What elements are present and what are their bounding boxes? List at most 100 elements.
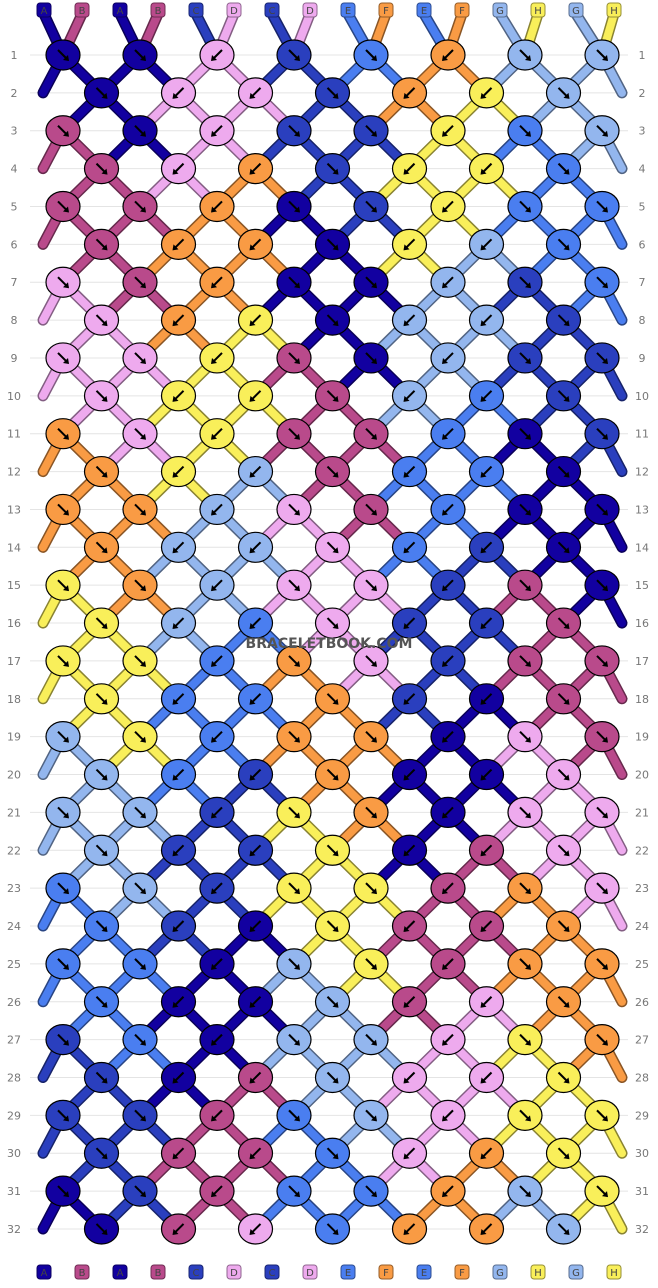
knot xyxy=(507,1099,543,1131)
knot xyxy=(237,228,274,260)
forward-arrow-icon xyxy=(365,579,377,592)
knot xyxy=(160,531,197,563)
string-label-chip xyxy=(302,1264,318,1280)
forward-arrow-icon xyxy=(557,844,570,857)
knot xyxy=(45,872,81,904)
knot xyxy=(545,1137,582,1169)
knot xyxy=(122,1175,158,1207)
knot xyxy=(314,455,351,488)
knot xyxy=(45,190,81,223)
backward-arrow-icon xyxy=(172,768,185,781)
forward-arrow-icon xyxy=(95,87,108,99)
knot xyxy=(314,1137,351,1169)
knot xyxy=(122,39,158,71)
knot xyxy=(314,607,351,639)
knot xyxy=(430,569,466,601)
string-label-chip xyxy=(416,2,432,18)
row-number-left: 15 xyxy=(7,579,21,592)
forward-arrow-icon xyxy=(134,503,146,516)
row-number-left: 17 xyxy=(7,655,21,668)
forward-arrow-icon xyxy=(596,806,608,819)
forward-arrow-icon xyxy=(57,958,69,970)
backward-arrow-icon xyxy=(249,1071,262,1084)
forward-arrow-icon xyxy=(596,655,608,667)
backward-arrow-icon xyxy=(480,844,493,857)
forward-arrow-icon xyxy=(365,49,377,61)
knot xyxy=(353,1024,389,1056)
forward-arrow-icon xyxy=(596,1185,608,1198)
knot xyxy=(468,77,505,109)
forward-arrow-icon xyxy=(365,200,377,213)
forward-arrow-icon xyxy=(557,1071,570,1084)
backward-arrow-icon xyxy=(172,844,185,857)
row-number-right: 9 xyxy=(639,352,646,365)
knot xyxy=(83,683,120,715)
forward-arrow-icon xyxy=(95,314,108,327)
forward-arrow-icon xyxy=(57,276,69,289)
knot xyxy=(430,190,466,223)
knot xyxy=(276,190,312,223)
forward-arrow-icon xyxy=(519,730,531,743)
string-label-bottom: G xyxy=(496,1268,504,1279)
forward-arrow-icon xyxy=(95,693,108,705)
forward-arrow-icon xyxy=(288,200,300,213)
knot xyxy=(122,645,158,677)
string-label-bottom: G xyxy=(572,1268,580,1279)
backward-arrow-icon xyxy=(442,1033,454,1046)
row-number-left: 31 xyxy=(7,1185,21,1198)
forward-arrow-icon xyxy=(326,238,339,251)
forward-arrow-icon xyxy=(519,503,531,516)
knot xyxy=(122,342,158,374)
forward-arrow-icon xyxy=(134,276,146,289)
knot xyxy=(314,380,351,412)
string-label-chip xyxy=(568,2,584,18)
backward-arrow-icon xyxy=(442,352,454,364)
row-number-right: 30 xyxy=(635,1147,649,1160)
row-number-right: 20 xyxy=(635,769,649,782)
string-label-top: B xyxy=(79,6,86,17)
forward-arrow-icon xyxy=(57,1109,69,1122)
knot xyxy=(45,1024,81,1056)
knot xyxy=(199,39,235,71)
forward-arrow-icon xyxy=(134,352,146,364)
backward-arrow-icon xyxy=(442,655,454,667)
row-number-right: 24 xyxy=(635,920,649,933)
string-label-chip xyxy=(188,1264,204,1280)
forward-arrow-icon xyxy=(596,200,608,213)
forward-arrow-icon xyxy=(365,125,377,137)
string-label-chip xyxy=(454,2,470,18)
knot xyxy=(276,266,312,298)
backward-arrow-icon xyxy=(172,1147,185,1160)
backward-arrow-icon xyxy=(480,693,493,705)
backward-arrow-icon xyxy=(172,1223,185,1235)
knot xyxy=(391,455,428,488)
string-label-chip xyxy=(264,1264,280,1280)
forward-arrow-icon xyxy=(365,730,377,743)
row-number-left: 25 xyxy=(7,958,21,971)
backward-arrow-icon xyxy=(480,314,493,327)
forward-arrow-icon xyxy=(57,730,69,743)
knot xyxy=(276,948,312,980)
knot xyxy=(584,39,620,71)
forward-arrow-icon xyxy=(326,920,339,933)
knot xyxy=(160,910,197,942)
knot xyxy=(83,153,120,185)
knot xyxy=(160,683,197,715)
string-label-chip xyxy=(530,2,546,18)
forward-arrow-icon xyxy=(134,1033,146,1046)
knot xyxy=(391,1061,428,1094)
knot xyxy=(468,834,505,866)
backward-arrow-icon xyxy=(172,87,185,99)
backward-arrow-icon xyxy=(249,465,262,478)
backward-arrow-icon xyxy=(403,768,416,781)
knot xyxy=(314,683,351,715)
forward-arrow-icon xyxy=(57,882,69,895)
knot xyxy=(122,1099,158,1131)
backward-arrow-icon xyxy=(403,693,416,705)
knot xyxy=(584,948,620,980)
knot xyxy=(430,266,466,298)
knot xyxy=(584,645,620,677)
knot xyxy=(160,607,197,639)
forward-arrow-icon xyxy=(57,125,69,137)
row-number-left: 19 xyxy=(7,731,21,744)
